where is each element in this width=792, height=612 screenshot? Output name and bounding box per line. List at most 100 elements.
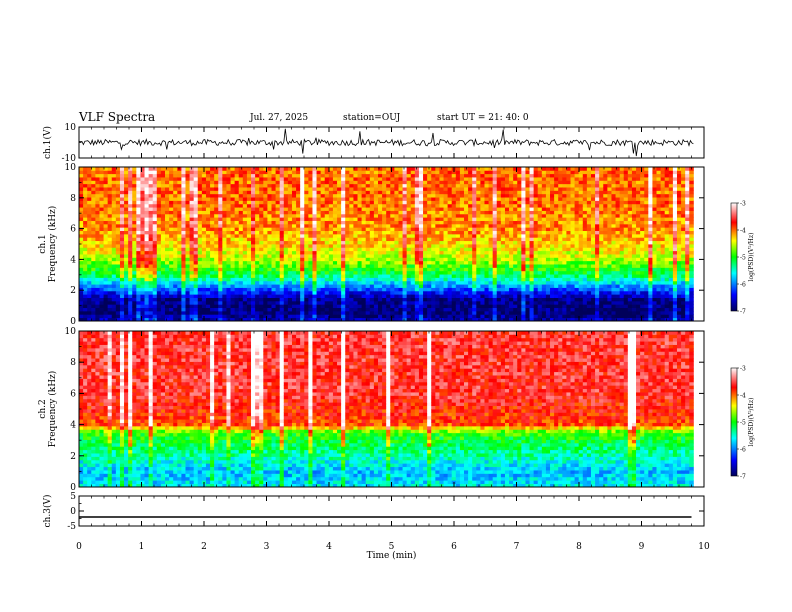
ch1-spectrogram-cell [411, 207, 416, 211]
ch1-spectrogram-cell [374, 281, 379, 285]
ch1-spectrogram-cell [403, 231, 408, 235]
ch1-spectrogram-cell [439, 170, 444, 174]
ch1-spectrogram-cell [267, 251, 272, 255]
ch1-spectrogram-cell [394, 291, 399, 295]
ch1-spectrogram-cell [370, 227, 375, 231]
ch1-spectrogram-cell [300, 224, 305, 228]
ch1-spectrogram-cell [390, 174, 395, 178]
ch1-spectrogram-cell [153, 204, 158, 208]
ch1-spectrogram-cell [206, 298, 211, 302]
ch1-spectrogram-cell [317, 197, 322, 201]
ch1-spectrogram-cell [243, 241, 248, 245]
ch1-spectrogram-cell [185, 211, 190, 215]
ch1-spectrogram-cell [243, 180, 248, 184]
ch1-spectrogram-cell [169, 291, 174, 295]
ch1-spectrogram-cell [337, 264, 342, 268]
ch1-spectrogram-cell [333, 314, 338, 318]
ch1-spectrogram-cell [448, 180, 453, 184]
ch1-spectrogram-cell [358, 221, 363, 225]
ch1-spectrogram-cell [280, 291, 285, 295]
ch1-spectrogram-cell [435, 197, 440, 201]
ch1-spectrogram-cell [398, 254, 403, 258]
ch1-spectrogram-cell [124, 271, 129, 275]
ch1-spectrogram-cell [312, 264, 317, 268]
ch1-spectrogram-cell [353, 288, 358, 292]
ch1-spectrogram-cell [517, 237, 522, 241]
ch1-spectrogram-cell [321, 187, 326, 191]
ch1-spectrogram-cell [390, 204, 395, 208]
ch1-spectrogram-cell [149, 284, 154, 288]
ch1-spectrogram-cell [300, 294, 305, 298]
ch1-spectrogram-cell [317, 257, 322, 261]
ch1-spectrogram-cell [521, 254, 526, 258]
ch1-spectrogram-cell [173, 311, 178, 315]
ch1-spectrogram-cell [460, 304, 465, 308]
ch1-spectrogram-cell [214, 211, 219, 215]
ch1-spectrogram-cell [132, 174, 137, 178]
ch1-spectrogram-cell [501, 231, 506, 235]
ch1-spectrogram-cell [517, 277, 522, 281]
ch1-spectrogram-cell [484, 180, 489, 184]
ch1-spectrogram-cell [509, 298, 514, 302]
ch1-spectrogram-cell [419, 308, 424, 312]
ch1-spectrogram-cell [267, 214, 272, 218]
ch1-spectrogram-cell [284, 231, 289, 235]
ch1-spectrogram-cell [337, 311, 342, 315]
ch1-spectrogram-cell [484, 308, 489, 312]
ch1-spectrogram-cell [255, 308, 260, 312]
ch1-spectrogram-cell [83, 177, 88, 181]
ch1-spectrogram-cell [239, 311, 244, 315]
ch1-spectrogram-cell [476, 294, 481, 298]
ch1-spectrogram-cell [222, 298, 227, 302]
ch1-spectrogram-cell [341, 187, 346, 191]
ch1-spectrogram-cell [456, 214, 461, 218]
ch1-spectrogram-cell [231, 314, 236, 318]
ch1-spectrogram-cell [177, 247, 182, 251]
ch1-spectrogram-cell [128, 254, 133, 258]
ch1-spectrogram-cell [263, 217, 268, 221]
ch1-spectrogram-cell [517, 190, 522, 194]
ch1-spectrogram-cell [267, 217, 272, 221]
ch1-spectrogram-cell [321, 177, 326, 181]
ch1-spectrogram-cell [292, 207, 297, 211]
ch1-spectrogram-cell [411, 294, 416, 298]
ch1-spectrogram-cell [349, 204, 354, 208]
ch1-spectrogram-cell [276, 244, 281, 248]
ch1-spectrogram-cell [325, 301, 330, 305]
ch1-spectrogram-cell [341, 304, 346, 308]
ch1-spectrogram-cell [403, 237, 408, 241]
ch1-spectrogram-cell [435, 244, 440, 248]
ch1-spectrogram-cell [128, 224, 133, 228]
ch1-spectrogram-cell [431, 224, 436, 228]
ch1-spectrogram-cell [247, 180, 252, 184]
ch1-spectrogram-cell [423, 281, 428, 285]
ch1-spectrogram-cell [218, 288, 223, 292]
ch1-spectrogram-cell [497, 308, 502, 312]
ch1-spectrogram-cell [116, 274, 121, 278]
ch1-spectrogram-cell [99, 284, 104, 288]
ch1-spectrogram-cell [185, 304, 190, 308]
ch1-spectrogram-cell [501, 180, 506, 184]
ch1-spectrogram-cell [239, 174, 244, 178]
ch1-spectrogram-cell [468, 231, 473, 235]
ch1-spectrogram-cell [198, 298, 203, 302]
ch1-spectrogram-cell [132, 180, 137, 184]
ch1-spectrogram-cell [95, 314, 100, 318]
ch1-spectrogram-cell [247, 174, 252, 178]
ch1-spectrogram-cell [288, 187, 293, 191]
ch1-spectrogram-cell [280, 207, 285, 211]
ch1-spectrogram-cell [386, 187, 391, 191]
ch1-spectrogram-cell [456, 267, 461, 271]
ch1-spectrogram-cell [431, 288, 436, 292]
ch1-spectrogram-cell [386, 271, 391, 275]
ch1-spectrogram-cell [345, 184, 350, 188]
ch1-spectrogram-cell [284, 284, 289, 288]
ch1-spectrogram-cell [312, 241, 317, 245]
ch1-spectrogram-cell [337, 241, 342, 245]
ch1-spectrogram-cell [116, 187, 121, 191]
ch1-spectrogram-cell [366, 174, 371, 178]
ch1-spectrogram-cell [132, 184, 137, 188]
ch1-spectrogram-cell [419, 241, 424, 245]
ch1-spectrogram-cell [173, 200, 178, 204]
ch1-spectrogram-cell [116, 271, 121, 275]
